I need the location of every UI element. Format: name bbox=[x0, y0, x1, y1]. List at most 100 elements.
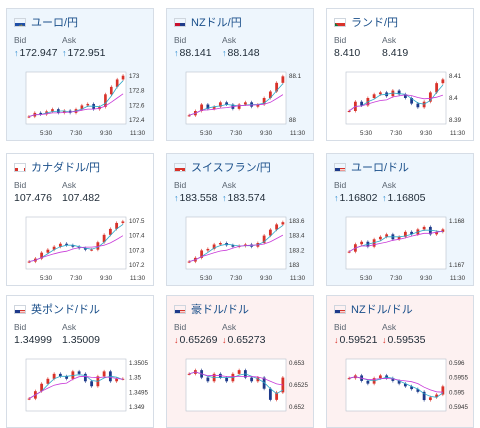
ask-price: ↑183.574 bbox=[222, 192, 265, 204]
currency-pair-link[interactable]: 豪ドル/ドル bbox=[191, 304, 250, 316]
ask-label: Ask bbox=[62, 322, 77, 332]
chart-plot-area bbox=[345, 358, 447, 412]
rate-card[interactable]: 豪ドル/ドル Bid ↓0.65269 Ask ↓0.65273 0.653 0.6525 0… bbox=[166, 295, 314, 428]
y-tick-label: 88 bbox=[289, 117, 296, 124]
bid-label: Bid bbox=[334, 35, 347, 45]
x-tick-label: 7:30 bbox=[390, 130, 403, 137]
candle-body bbox=[366, 380, 370, 384]
currency-pair-link[interactable]: NZドル/円 bbox=[191, 17, 242, 29]
rate-card-header[interactable]: NZドル/ドル bbox=[334, 301, 413, 317]
rate-card-header[interactable]: ユーロ/円 bbox=[14, 14, 78, 30]
candle-body bbox=[218, 243, 222, 245]
rate-card-header[interactable]: 英ポンド/ドル bbox=[14, 301, 100, 317]
candle-body bbox=[268, 91, 272, 98]
bid-price: 8.410 bbox=[334, 47, 360, 59]
rate-card[interactable]: NZドル/円 Bid ↑88.141 Ask ↑88.148 88.1 88 5:30 7:30… bbox=[166, 8, 314, 141]
bid-label: Bid bbox=[334, 322, 347, 332]
ask-price: ↓0.65273 bbox=[222, 334, 265, 346]
candle-body bbox=[206, 104, 210, 109]
chart-plot-area bbox=[25, 71, 127, 125]
currency-pair-link[interactable]: カナダドル/円 bbox=[31, 162, 101, 174]
y-tick-label: 0.6525 bbox=[289, 382, 308, 389]
candle-body bbox=[275, 392, 279, 400]
candle-body bbox=[416, 103, 420, 108]
bid-price: ↑183.558 bbox=[174, 192, 217, 204]
rate-card[interactable]: カナダドル/円 Bid 107.476 Ask 107.482 107.5 107.4 107… bbox=[6, 153, 154, 286]
candle-body bbox=[225, 377, 229, 382]
rate-card[interactable]: ユーロ/円 Bid ↑172.947 Ask ↑172.951 173 172.8 172.6… bbox=[6, 8, 154, 141]
candle-body bbox=[268, 388, 272, 400]
rate-card[interactable]: ランド/円 Bid 8.410 Ask 8.419 8.41 8.4 8.39 5:30 7:30… bbox=[326, 8, 474, 141]
bid-label: Bid bbox=[174, 180, 187, 190]
candle-body bbox=[40, 252, 44, 259]
rate-card-header[interactable]: 豪ドル/ドル bbox=[174, 301, 249, 317]
x-tick-label: 5:30 bbox=[200, 275, 213, 282]
ask-label: Ask bbox=[222, 180, 237, 190]
currency-pair-link[interactable]: ランド/円 bbox=[351, 17, 399, 29]
y-tick-label: 172.6 bbox=[129, 102, 145, 109]
candlestick-chart: 0.596 0.5955 0.595 0.5945 bbox=[345, 358, 468, 412]
candle-body bbox=[243, 102, 247, 105]
bid-value: 1.34999 bbox=[14, 334, 52, 346]
rate-card-header[interactable]: ユーロ/ドル bbox=[334, 159, 409, 175]
candlestick-chart: 173 172.8 172.6 172.4 5:30 7:30 9:30 11:30 bbox=[25, 71, 146, 137]
candle-body bbox=[187, 115, 191, 117]
candle-body bbox=[435, 231, 439, 235]
candle-body bbox=[256, 377, 260, 382]
candlestick-chart: 183.6 183.4 183.2 183 5:30 7:30 9:30 11:30 bbox=[185, 216, 306, 282]
currency-pair-link[interactable]: ユーロ/ドル bbox=[351, 162, 410, 174]
currency-pair-link[interactable]: NZドル/ドル bbox=[351, 304, 413, 316]
bid-price: 107.476 bbox=[14, 192, 52, 204]
candle-body bbox=[108, 228, 112, 235]
bid-value: 0.59521 bbox=[339, 334, 378, 346]
candle-body bbox=[378, 375, 382, 379]
ask-value: 172.951 bbox=[67, 47, 106, 59]
bid-value: 172.947 bbox=[19, 47, 58, 59]
bid-label: Bid bbox=[14, 35, 27, 45]
candle-body bbox=[71, 245, 75, 247]
x-tick-label: 5:30 bbox=[200, 130, 213, 137]
moving-average-slow-line bbox=[28, 93, 124, 117]
candle-body bbox=[225, 102, 229, 105]
y-tick-label: 1.3495 bbox=[129, 389, 148, 396]
candle-body bbox=[218, 102, 222, 107]
candle-body bbox=[187, 261, 191, 263]
rate-card[interactable]: スイスフラン/円 Bid ↑183.558 Ask ↑183.574 183.6 183.4… bbox=[166, 153, 314, 286]
rate-card[interactable]: ユーロ/ドル Bid ↑1.16802 Ask ↑1.16805 1.168 1.167 5:… bbox=[326, 153, 474, 286]
y-tick-label: 107.3 bbox=[129, 247, 145, 254]
candle-body bbox=[115, 222, 119, 229]
candle-body bbox=[115, 79, 119, 87]
candle-body bbox=[397, 90, 401, 95]
ask-label: Ask bbox=[382, 180, 397, 190]
rate-card-header[interactable]: カナダドル/円 bbox=[14, 159, 100, 175]
bid-price: 1.34999 bbox=[14, 334, 52, 346]
currency-pair-link[interactable]: ユーロ/円 bbox=[31, 17, 79, 29]
rate-card-header[interactable]: NZドル/円 bbox=[174, 14, 242, 30]
rate-card[interactable]: 英ポンド/ドル Bid 1.34999 Ask 1.35009 1.3505 1.35 1.3… bbox=[6, 295, 154, 428]
candle-body bbox=[200, 104, 204, 111]
rate-card[interactable]: NZドル/ドル Bid ↓0.59521 Ask ↓0.59535 0.596 0.5955… bbox=[326, 295, 474, 428]
ask-price: 8.419 bbox=[382, 47, 408, 59]
arrow-up-icon: ↑ bbox=[382, 193, 387, 203]
currency-pair-link[interactable]: スイスフラン/円 bbox=[191, 162, 271, 174]
candle-body bbox=[86, 103, 90, 106]
nz-flag-icon bbox=[174, 17, 186, 27]
bid-label: Bid bbox=[174, 35, 187, 45]
bid-value: 1.16802 bbox=[339, 192, 378, 204]
y-tick-label: 8.39 bbox=[449, 117, 462, 124]
eu-flag-icon bbox=[14, 17, 26, 27]
rate-card-header[interactable]: スイスフラン/円 bbox=[174, 159, 271, 175]
y-tick-label: 183.2 bbox=[289, 247, 305, 254]
candle-body bbox=[212, 244, 216, 249]
x-tick-label: 11:30 bbox=[290, 275, 306, 282]
bid-label: Bid bbox=[14, 322, 27, 332]
bid-price: ↑172.947 bbox=[14, 47, 57, 59]
y-tick-label: 107.2 bbox=[129, 262, 145, 269]
currency-pair-link[interactable]: 英ポンド/ドル bbox=[31, 304, 101, 316]
rate-card-header[interactable]: ランド/円 bbox=[334, 14, 398, 30]
moving-average-fast-line bbox=[188, 225, 284, 262]
ca-flag-icon bbox=[14, 162, 26, 172]
ask-value: 0.65273 bbox=[227, 334, 266, 346]
candle-body bbox=[403, 94, 407, 98]
candle-body bbox=[250, 377, 254, 382]
